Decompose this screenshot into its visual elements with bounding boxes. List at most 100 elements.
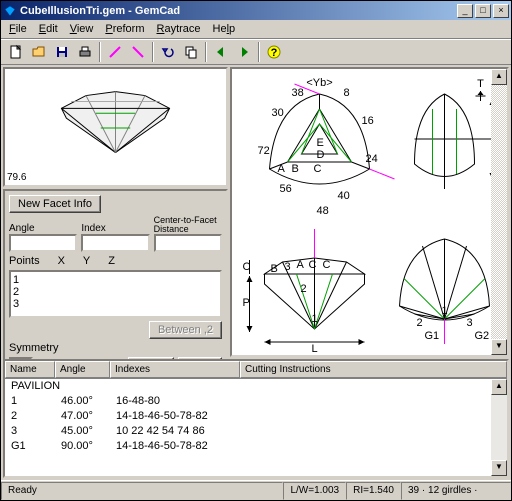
scroll-down-button[interactable]: ▼ (491, 339, 507, 355)
svg-text:C: C (314, 163, 322, 175)
table-row: 146.00°16-48-80 (5, 394, 507, 409)
table-row: 247.00°14-18-46-50-78-82 (5, 409, 507, 424)
toolbar: ? (1, 39, 511, 65)
x-label: X (58, 255, 65, 267)
tool-b-button[interactable] (127, 41, 149, 63)
ctf-label: Center-to-Facet Distance (154, 216, 222, 234)
svg-text:2: 2 (301, 283, 307, 295)
symmetry-label: Symmetry (9, 342, 59, 354)
menu-view[interactable]: View (64, 21, 100, 37)
new-button[interactable] (5, 41, 27, 63)
svg-text:C: C (323, 259, 331, 271)
svg-text:D: D (317, 149, 325, 161)
new-facet-info-button[interactable]: New Facet Info (9, 195, 101, 213)
app-icon (3, 4, 17, 18)
svg-text:G1: G1 (425, 330, 440, 342)
index-label: Index (81, 223, 149, 234)
copy-button[interactable] (180, 41, 202, 63)
maximize-button[interactable]: □ (475, 4, 491, 18)
svg-text:A: A (297, 259, 305, 271)
preview-3d-panel[interactable]: 79.6 (3, 67, 228, 187)
svg-text:30: 30 (272, 107, 284, 119)
svg-text:38: 38 (292, 87, 304, 99)
svg-text:1: 1 (312, 313, 318, 325)
svg-text:?: ? (271, 47, 278, 59)
close-button[interactable]: × (493, 4, 509, 18)
table-body[interactable]: PAVILION 146.00°16-48-80 247.00°14-18-46… (5, 379, 507, 476)
points-label: Points (9, 255, 40, 267)
diagram-scrollbar[interactable]: ▲ ▼ (491, 69, 507, 355)
svg-text:2: 2 (417, 317, 423, 329)
help-button[interactable]: ? (263, 41, 285, 63)
svg-text:B: B (271, 263, 278, 275)
svg-text:8: 8 (344, 87, 350, 99)
svg-text:24: 24 (366, 153, 378, 165)
svg-text:E: E (317, 137, 324, 149)
table-row: PAVILION (5, 379, 507, 394)
menu-help[interactable]: Help (207, 21, 242, 37)
y-label: Y (83, 255, 90, 267)
minimize-button[interactable]: _ (457, 4, 473, 18)
workarea: 79.6 New Facet Info Angle Index Center-t… (1, 65, 511, 480)
svg-text:48: 48 (317, 205, 329, 217)
facet-table: Name Angle Indexes Cutting Instructions … (3, 359, 509, 478)
preview-angle-value: 79.6 (7, 172, 26, 183)
col-cutting[interactable]: Cutting Instructions (240, 361, 507, 378)
svg-text:T: T (477, 78, 484, 90)
menu-file[interactable]: File (3, 21, 33, 37)
menu-raytrace[interactable]: Raytrace (151, 21, 207, 37)
z-label: Z (108, 255, 115, 267)
points-listbox[interactable]: 1 2 3 (9, 270, 222, 318)
toolbar-separator (99, 42, 101, 62)
status-ready: Ready (1, 482, 283, 500)
toolbar-separator (205, 42, 207, 62)
status-ri: RI=1.540 (346, 482, 401, 500)
table-scrollbar[interactable]: ▲ ▼ (491, 379, 507, 476)
ctf-input[interactable] (154, 234, 222, 252)
svg-text:G2: G2 (475, 330, 490, 342)
svg-text:3: 3 (285, 261, 291, 273)
toolbar-separator (258, 42, 260, 62)
svg-text:3: 3 (467, 317, 473, 329)
titlebar: CubeIllusionTri.gem - GemCad _ □ × (1, 1, 511, 20)
table-row: 345.00°10 22 42 54 74 86 (5, 424, 507, 439)
between-button: Between ,2 (149, 321, 222, 339)
window-title: CubeIllusionTri.gem - GemCad (20, 5, 455, 17)
svg-text:L: L (312, 343, 318, 355)
print-button[interactable] (74, 41, 96, 63)
svg-text:16: 16 (362, 115, 374, 127)
svg-text:C: C (309, 259, 317, 271)
toolbar-separator (152, 42, 154, 62)
svg-text:72: 72 (258, 145, 270, 157)
next-button[interactable] (233, 41, 255, 63)
scroll-up-button[interactable]: ▲ (491, 379, 507, 395)
status-lw: L/W=1.003 (283, 482, 346, 500)
menu-edit[interactable]: Edit (33, 21, 64, 37)
tool-a-button[interactable] (104, 41, 126, 63)
undo-button[interactable] (157, 41, 179, 63)
svg-text:56: 56 (280, 183, 292, 195)
svg-text:40: 40 (338, 190, 350, 202)
menubar: File Edit View Preform Raytrace Help (1, 20, 511, 39)
scroll-down-button[interactable]: ▼ (491, 460, 507, 476)
index-input[interactable] (81, 234, 149, 252)
table-row: G190.00°14-18-46-50-78-82 (5, 439, 507, 454)
save-button[interactable] (51, 41, 73, 63)
svg-text:<Yb>: <Yb> (306, 77, 332, 89)
col-indexes[interactable]: Indexes (110, 361, 240, 378)
table-header: Name Angle Indexes Cutting Instructions (5, 361, 507, 379)
angle-input[interactable] (9, 234, 77, 252)
svg-text:B: B (292, 163, 299, 175)
prev-button[interactable] (210, 41, 232, 63)
scroll-up-button[interactable]: ▲ (491, 69, 507, 85)
open-button[interactable] (28, 41, 50, 63)
col-name[interactable]: Name (5, 361, 55, 378)
svg-text:A: A (278, 163, 286, 175)
col-angle[interactable]: Angle (55, 361, 110, 378)
menu-preform[interactable]: Preform (99, 21, 150, 37)
diagram-panel[interactable]: <Yb> 38 8 30 16 72 24 56 40 48 A B C D E (230, 67, 509, 357)
status-girdles: 39 · 12 girdles · (401, 482, 511, 500)
facet-info-panel: New Facet Info Angle Index Center-to-Fac… (3, 189, 228, 381)
angle-label: Angle (9, 223, 77, 234)
statusbar: Ready L/W=1.003 RI=1.540 39 · 12 girdles… (1, 480, 511, 500)
